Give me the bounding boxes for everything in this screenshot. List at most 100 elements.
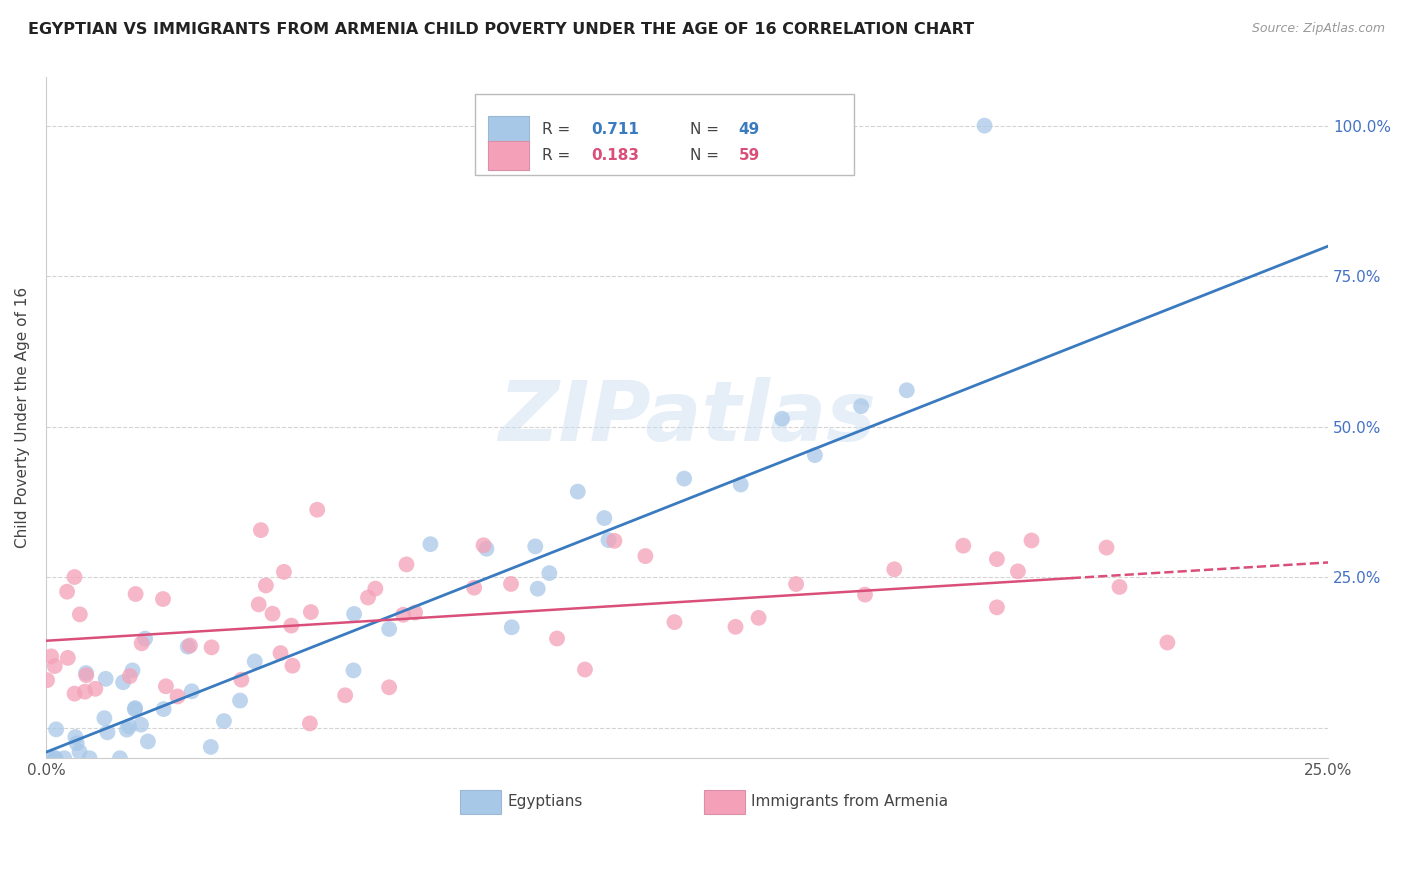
Point <box>38 751 60 765</box>
Text: R =: R = <box>543 122 575 137</box>
Text: 49: 49 <box>738 122 759 137</box>
Point <box>524 540 547 554</box>
Point <box>129 717 152 731</box>
Point <box>39 649 62 664</box>
Text: EGYPTIAN VS IMMIGRANTS FROM ARMENIA CHILD POVERTY UNDER THE AGE OF 16 CORRELATIO: EGYPTIAN VS IMMIGRANTS FROM ARMENIA CHIL… <box>28 22 974 37</box>
Point <box>75 666 97 681</box>
Point <box>574 663 596 677</box>
Point <box>280 618 302 632</box>
Point <box>112 675 135 690</box>
Point <box>986 600 1008 615</box>
Point <box>299 605 322 619</box>
Point <box>212 714 235 728</box>
Point <box>124 701 146 715</box>
Point <box>343 607 366 621</box>
Point <box>499 577 522 591</box>
Point <box>155 679 177 693</box>
FancyBboxPatch shape <box>704 789 745 814</box>
Point <box>378 681 401 695</box>
Text: R =: R = <box>543 148 575 163</box>
Text: 0.711: 0.711 <box>591 122 638 137</box>
Point <box>69 745 91 759</box>
Point <box>664 615 686 629</box>
Point <box>593 511 616 525</box>
Point <box>538 566 561 581</box>
Point <box>1095 541 1118 555</box>
Point <box>501 620 523 634</box>
Point <box>307 502 329 516</box>
Point <box>395 558 418 572</box>
Point <box>342 664 364 678</box>
Point <box>392 607 415 622</box>
Point <box>472 538 495 552</box>
Point <box>378 622 401 636</box>
Point <box>200 640 222 655</box>
Point <box>96 725 118 739</box>
Point <box>243 655 266 669</box>
Point <box>849 399 872 413</box>
Point <box>463 581 485 595</box>
Point <box>770 411 793 425</box>
Point <box>273 565 295 579</box>
Point <box>896 384 918 398</box>
Point <box>75 668 97 682</box>
Point <box>1007 565 1029 579</box>
Point <box>44 659 66 673</box>
Point <box>177 640 200 654</box>
Point <box>180 684 202 698</box>
Point <box>357 591 380 605</box>
Point <box>84 681 107 696</box>
Point <box>121 664 143 678</box>
Point <box>952 539 974 553</box>
Point <box>166 690 188 704</box>
Point <box>546 632 568 646</box>
Point <box>79 751 101 765</box>
Point <box>262 607 284 621</box>
Point <box>136 734 159 748</box>
Point <box>93 711 115 725</box>
Point <box>131 636 153 650</box>
Point <box>270 646 292 660</box>
Point <box>973 119 995 133</box>
FancyBboxPatch shape <box>488 142 529 170</box>
FancyBboxPatch shape <box>488 116 529 145</box>
Point <box>94 672 117 686</box>
Y-axis label: Child Poverty Under the Age of 16: Child Poverty Under the Age of 16 <box>15 287 30 549</box>
Point <box>65 730 87 744</box>
Point <box>124 587 146 601</box>
Point <box>56 584 79 599</box>
Text: Source: ZipAtlas.com: Source: ZipAtlas.com <box>1251 22 1385 36</box>
Point <box>118 719 141 733</box>
Point <box>124 702 146 716</box>
Point <box>673 472 696 486</box>
Point <box>804 448 827 462</box>
Point <box>152 592 174 607</box>
Text: ZIPatlas: ZIPatlas <box>498 377 876 458</box>
Point <box>298 716 321 731</box>
Point <box>724 620 747 634</box>
Point <box>115 723 138 737</box>
Point <box>134 632 156 646</box>
Text: Egyptians: Egyptians <box>508 794 583 809</box>
Point <box>73 684 96 698</box>
Point <box>883 562 905 576</box>
Point <box>231 673 253 687</box>
Point <box>250 523 273 537</box>
Point <box>108 751 131 765</box>
Point <box>404 606 426 620</box>
Point <box>63 687 86 701</box>
Text: Immigrants from Armenia: Immigrants from Armenia <box>751 794 948 809</box>
Text: N =: N = <box>689 148 724 163</box>
Point <box>179 639 201 653</box>
Point <box>335 688 357 702</box>
Point <box>1156 635 1178 649</box>
Point <box>603 533 626 548</box>
Point <box>598 533 620 548</box>
Point <box>69 607 91 622</box>
Point <box>419 537 441 551</box>
Point <box>200 739 222 754</box>
Point <box>45 723 67 737</box>
Point <box>63 570 86 584</box>
Point <box>1021 533 1043 548</box>
Point <box>526 582 548 596</box>
